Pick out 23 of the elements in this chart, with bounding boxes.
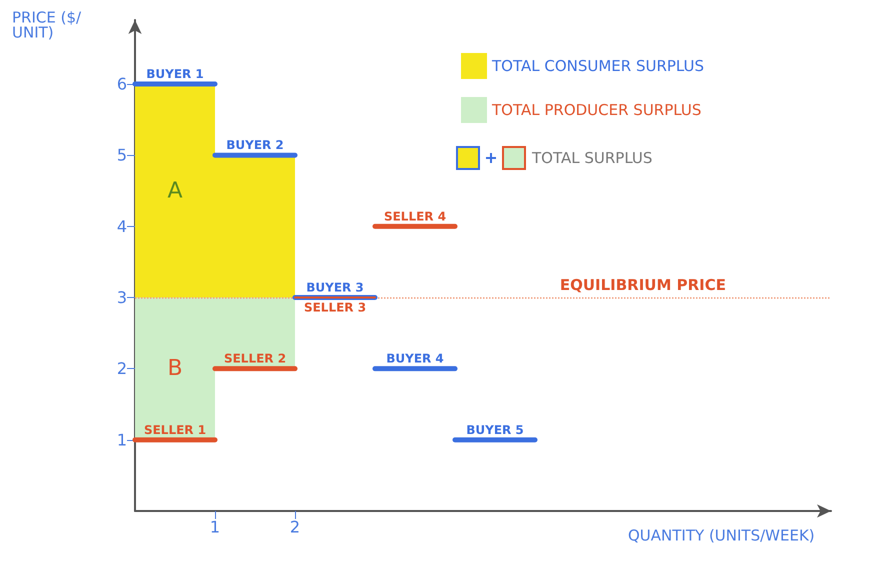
y-tick-label: 6 <box>116 74 127 94</box>
y-tick-label: 4 <box>116 216 127 236</box>
data-label: B <box>167 356 183 382</box>
y-axis-title: PRICE ($/UNIT) <box>12 8 82 42</box>
data-label: SELLER 1 <box>144 422 206 437</box>
data-label: BUYER 4 <box>386 352 444 366</box>
data-label: A <box>167 178 183 204</box>
data-label: SELLER 4 <box>384 209 446 224</box>
y-tick-label: 5 <box>116 146 127 165</box>
data-label: SELLER 2 <box>224 352 286 366</box>
y-tick-label: 3 <box>116 288 127 308</box>
legend-label: TOTAL CONSUMER SURPLUS <box>491 57 704 75</box>
legend-label: TOTAL PRODUCER SURPLUS <box>491 101 702 119</box>
data-label: BUYER 2 <box>226 138 284 152</box>
y-tick-label: 2 <box>116 359 127 378</box>
ref-line-label: EQUILIBRIUM PRICE <box>560 276 726 294</box>
data-label: BUYER 5 <box>466 422 524 437</box>
data-label: BUYER 3 <box>306 280 364 295</box>
y-tick-label: 1 <box>116 430 127 450</box>
data-label: SELLER 3 <box>304 300 366 315</box>
data-label: BUYER 1 <box>146 67 204 82</box>
x-axis-title: QUANTITY (UNITS/WEEK) <box>628 526 815 544</box>
annotation: TOTAL SURPLUS <box>532 149 652 167</box>
